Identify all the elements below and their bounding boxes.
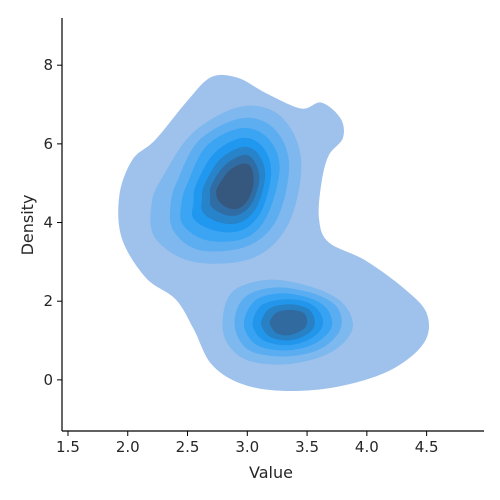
x-tick-label: 4.0 (355, 438, 379, 456)
y-axis-label: Density (18, 195, 37, 256)
plot-area (118, 75, 429, 391)
x-tick-label: 3.0 (235, 438, 259, 456)
y-tick-label: 0 (43, 371, 53, 389)
x-tick-label: 2.0 (116, 438, 140, 456)
y-tick-label: 2 (43, 292, 53, 310)
x-tick-label: 2.5 (176, 438, 200, 456)
x-axis-label: Value (249, 463, 293, 482)
x-tick-label: 3.5 (295, 438, 319, 456)
y-tick-label: 6 (43, 135, 53, 153)
y-tick-label: 4 (43, 214, 53, 232)
y-tick-label: 8 (43, 56, 53, 74)
x-tick-label: 4.5 (415, 438, 439, 456)
x-tick-label: 1.5 (56, 438, 80, 456)
